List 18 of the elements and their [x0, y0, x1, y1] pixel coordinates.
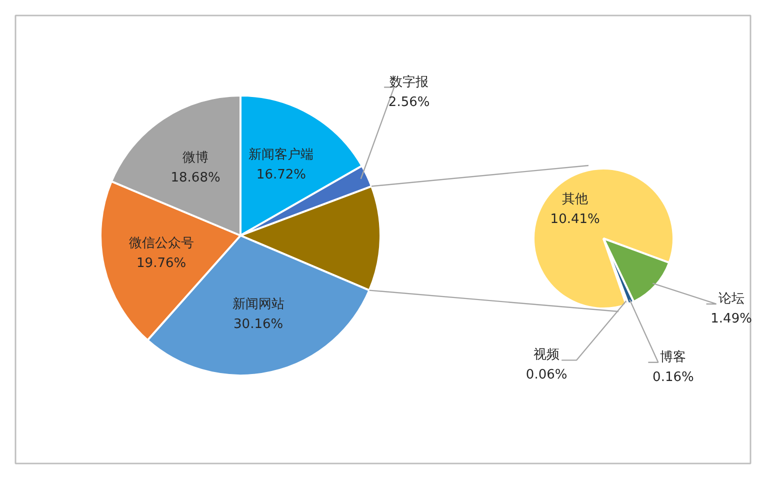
- data-label: 30.16%: [234, 317, 284, 332]
- slice-label: 论坛: [718, 291, 744, 306]
- slice-label: 微信公众号: [128, 236, 194, 252]
- data-label: 10.41%: [550, 212, 600, 227]
- slice-label: 数字报: [390, 74, 429, 90]
- data-label: 16.72%: [256, 168, 306, 183]
- data-label: 19.76%: [136, 256, 186, 272]
- slice-label: 新闻网站: [232, 297, 284, 312]
- slice-label: 视频: [534, 348, 560, 363]
- data-label: 1.49%: [710, 311, 752, 326]
- data-label: 18.68%: [170, 170, 220, 186]
- slice-label: 博客: [660, 348, 686, 365]
- slice-label: 微博: [182, 150, 209, 166]
- slice-label: 其他: [562, 192, 588, 207]
- data-label: 2.56%: [388, 94, 430, 110]
- data-label: 0.06%: [526, 368, 568, 383]
- data-label: 0.16%: [652, 370, 694, 385]
- slice-label: 新闻客户端: [248, 146, 314, 163]
